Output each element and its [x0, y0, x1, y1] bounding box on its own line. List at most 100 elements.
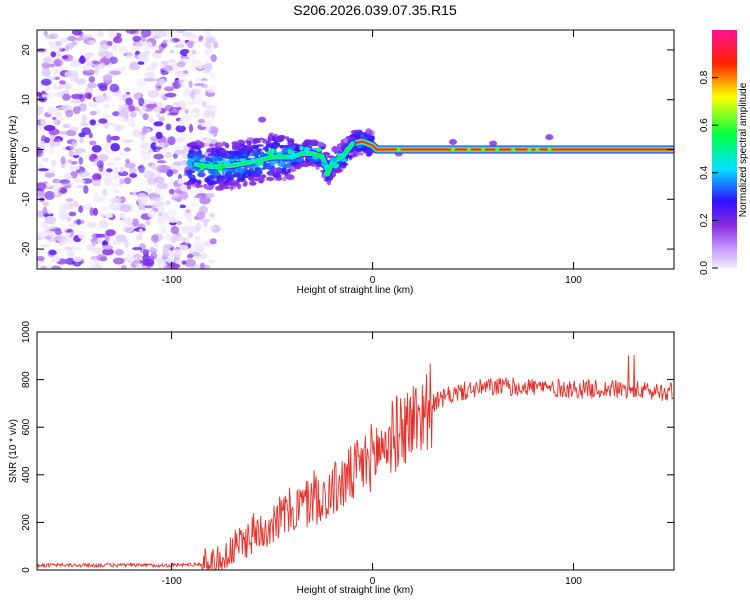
heatmap-speckle	[154, 82, 162, 92]
heatmap-cell	[183, 182, 193, 186]
heatmap-speckle	[170, 226, 180, 235]
heatmap-speckle	[197, 118, 206, 124]
ridge-peak	[333, 163, 339, 169]
heatmap-speckle	[120, 264, 127, 269]
heatmap-speckle	[55, 248, 66, 254]
heatmap-speckle	[132, 45, 139, 51]
heatmap-speckle	[128, 64, 141, 71]
heatmap-speckle	[37, 182, 47, 191]
heatmap-cell	[228, 179, 238, 185]
heatmap-cell	[187, 171, 192, 175]
heatmap-speckle	[189, 91, 196, 100]
heatmap-speckle	[127, 253, 133, 261]
heatmap-speckle	[52, 254, 61, 263]
heatmap-speckle	[136, 78, 147, 88]
heatmap-speckle	[171, 81, 182, 89]
heatmap-cell	[237, 183, 242, 190]
heatmap-speckle	[166, 136, 173, 144]
heatmap-speckle	[44, 92, 53, 100]
heatmap-speckle	[113, 175, 121, 180]
heatmap-speckle	[89, 207, 94, 217]
heatmap-speckle	[72, 151, 81, 155]
heatmap-speckle	[154, 30, 167, 38]
heatmap-speckle	[184, 109, 189, 114]
heatmap-speckle	[209, 106, 219, 112]
heatmap-speckle	[58, 131, 68, 135]
heatmap-speckle	[37, 124, 44, 130]
heatmap-speckle	[46, 226, 56, 230]
heatmap-speckle	[190, 59, 202, 68]
ridge-peak	[320, 161, 328, 166]
heatmap-speckle	[63, 174, 73, 180]
heatmap-speckle	[117, 112, 122, 121]
heatmap-speckle	[61, 104, 73, 110]
heatmap-cell	[249, 180, 257, 186]
heatmap-speckle	[157, 225, 169, 231]
heatmap-speckle	[142, 258, 155, 267]
heatmap-cell	[194, 145, 202, 150]
heatmap-speckle	[44, 183, 53, 188]
heatmap-speckle	[106, 134, 112, 143]
heatmap-speckle	[101, 244, 114, 250]
ridge-peak	[287, 148, 292, 155]
heatmap-cell	[253, 139, 262, 144]
heatmap-blob	[258, 116, 267, 123]
heatmap-speckle	[124, 162, 136, 169]
heatmap-speckle	[112, 166, 119, 175]
heatmap-speckle	[129, 167, 137, 175]
heatmap-speckle	[118, 152, 127, 156]
heatmap-speckle	[186, 253, 194, 259]
ridge-peak	[330, 157, 338, 162]
ridge-dot	[396, 147, 401, 152]
heatmap-speckle	[105, 122, 117, 126]
heatmap-speckle	[132, 35, 141, 42]
ridge-peak	[344, 147, 349, 152]
heatmap-speckle	[96, 160, 104, 168]
heatmap-cell	[217, 155, 223, 162]
heatmap-speckle	[44, 171, 55, 178]
heatmap-speckle	[72, 256, 83, 263]
heatmap-speckle	[109, 83, 120, 93]
heatmap-speckle	[43, 124, 56, 132]
heatmap-speckle	[157, 253, 162, 260]
y-tick-label: -20	[21, 241, 32, 256]
heatmap-cell	[265, 165, 272, 170]
heatmap-cell	[246, 140, 252, 146]
heatmap-cell	[215, 147, 224, 151]
heatmap-speckle	[83, 34, 92, 39]
heatmap-speckle	[163, 243, 173, 249]
heatmap-speckle	[69, 202, 75, 208]
ridge-peak	[288, 154, 296, 158]
heatmap-cell	[333, 169, 343, 173]
heatmap-speckle	[118, 46, 129, 54]
colorbar-label: Normalized spectral amplitude	[738, 82, 749, 217]
heatmap-speckle	[44, 215, 57, 225]
heatmap-speckle	[46, 106, 59, 116]
heatmap-speckle	[173, 248, 182, 258]
heatmap-speckle	[172, 153, 178, 159]
heatmap-speckle	[52, 83, 59, 90]
heatmap-speckle	[196, 77, 201, 82]
heatmap-speckle	[206, 85, 218, 94]
heatmap-speckle	[101, 206, 107, 211]
heatmap-speckle	[157, 102, 164, 108]
heatmap-speckle	[42, 202, 49, 207]
heatmap-speckle	[129, 173, 138, 178]
heatmap-cell	[301, 142, 309, 147]
heatmap-speckle	[210, 54, 217, 62]
heatmap-cell	[277, 134, 287, 140]
heatmap-cell	[257, 137, 265, 141]
heatmap-speckle	[165, 257, 175, 264]
heatmap-speckle	[201, 228, 209, 234]
heatmap-speckle	[152, 125, 158, 130]
heatmap-speckle	[79, 136, 84, 144]
ridge-peak	[199, 158, 206, 163]
x-tick-label: 0	[370, 275, 376, 286]
heatmap-speckle	[98, 85, 108, 92]
x-tick-label: -100	[162, 576, 182, 587]
heatmap-speckle	[69, 126, 79, 131]
ridge-peak	[217, 160, 224, 165]
heatmap-speckle	[175, 125, 186, 133]
